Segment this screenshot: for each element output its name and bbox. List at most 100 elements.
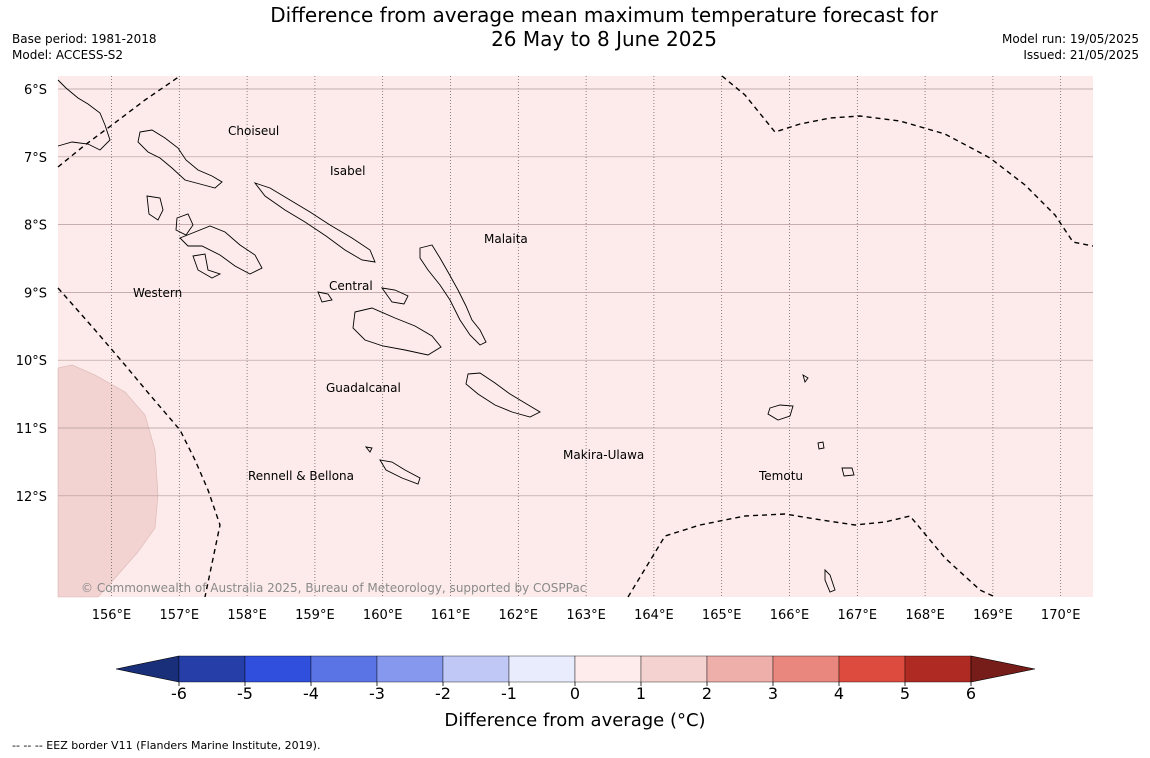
region-label-makira-ulawa: Makira-Ulawa [563, 448, 644, 462]
colorbar-segment [310, 655, 378, 683]
island-bougainville [57, 79, 111, 151]
region-label-guadalcanal: Guadalcanal [326, 381, 401, 395]
colorbar-label: Difference from average (°C) [444, 710, 706, 731]
base-period: Base period: 1981-2018 [12, 32, 157, 46]
colorbar-tick-label: 0 [570, 684, 580, 703]
eez-footnote: -- -- -- EEZ border V11 (Flanders Marine… [12, 739, 321, 752]
colorbar-tick-label: 5 [900, 684, 910, 703]
longitude-tick-label: 158°E [227, 608, 267, 623]
island-makira [465, 372, 541, 418]
island-new-georgia [179, 225, 263, 275]
colorbar: -6 -5 -4 -3 -2 -1 0 1 2 3 4 5 6 [115, 655, 1036, 703]
colorbar-segment [574, 655, 642, 683]
colorbar-segment [244, 655, 312, 683]
island-guadalcanal [352, 307, 442, 356]
title-line-2: 26 May to 8 June 2025 [491, 27, 717, 51]
colorbar-tick-label: 3 [768, 684, 778, 703]
island-santa-cruz [767, 404, 794, 421]
region-label-malaita: Malaita [484, 232, 528, 246]
colorbar-tick-label: -3 [369, 684, 385, 703]
longitude-tick-label: 166°E [770, 608, 810, 623]
longitude-tick-label: 156°E [92, 608, 132, 623]
eez-borders [57, 75, 1094, 598]
island-vella-lavella [146, 195, 164, 221]
colorbar-segment [772, 655, 840, 683]
colorbar-tick-label: 6 [966, 684, 976, 703]
longitude-tick-label: 167°E [838, 608, 878, 623]
longitude-tick-label: 160°E [363, 608, 403, 623]
island-tikopia [824, 568, 836, 593]
warm-anomaly-patch [57, 364, 159, 598]
copyright-text: © Commonwealth of Australia 2025, Bureau… [81, 581, 586, 595]
colorbar-segment [640, 655, 708, 683]
map-title: Difference from average mean maximum tem… [0, 3, 1150, 51]
coastlines [57, 79, 855, 593]
colorbar-tick-label: 2 [702, 684, 712, 703]
meta-right: Model run: 19/05/2025 Issued: 21/05/2025 [1002, 31, 1139, 63]
model-name: Model: ACCESS-S2 [12, 48, 124, 62]
colorbar-segment [442, 655, 510, 683]
latitude-tick-label: 6°S [24, 83, 47, 98]
map: 6°S 7°S 8°S 9°S 10°S 11°S 12°S 156°E 157°E 158°E… [16, 75, 1094, 623]
map-background [58, 76, 1093, 597]
longitude-tick-label: 165°E [702, 608, 742, 623]
latitude-tick-label: 9°S [24, 286, 47, 301]
island-vanikoro [841, 467, 855, 477]
colorbar-segment [904, 655, 972, 683]
longitude-tick-label: 170°E [1041, 608, 1081, 623]
island-utupua [817, 441, 825, 450]
region-label-choiseul: Choiseul [228, 124, 279, 138]
longitude-tick-label: 161°E [431, 608, 471, 623]
island-choiseul [137, 129, 223, 189]
region-label-central: Central [329, 279, 373, 293]
colorbar-tick-label: -5 [237, 684, 253, 703]
title-line-1: Difference from average mean maximum tem… [270, 3, 938, 27]
longitude-tick-label: 169°E [973, 608, 1013, 623]
latitude-labels: 6°S 7°S 8°S 9°S 10°S 11°S 12°S [16, 83, 47, 505]
longitude-tick-label: 163°E [566, 608, 606, 623]
longitude-tick-label: 162°E [499, 608, 539, 623]
colorbar-segment [178, 655, 246, 683]
colorbar-over-arrow [970, 655, 1036, 683]
latitude-tick-label: 7°S [24, 151, 47, 166]
colorbar-tick-label: -2 [435, 684, 451, 703]
latitude-tick-label: 10°S [16, 354, 47, 369]
island-malaita [419, 244, 487, 346]
colorbar-segment [508, 655, 576, 683]
colorbar-under-arrow [115, 655, 180, 683]
colorbar-segment [706, 655, 774, 683]
longitude-tick-label: 159°E [295, 608, 335, 623]
model-run: Model run: 19/05/2025 [1001, 32, 1139, 46]
region-label-western: Western [133, 286, 182, 300]
island-kolombangara [175, 213, 194, 236]
colorbar-tick-label: 1 [636, 684, 646, 703]
colorbar-segment [376, 655, 444, 683]
colorbar-group: -6 -5 -4 -3 -2 -1 0 1 2 3 4 5 6 [115, 655, 1036, 703]
colorbar-tick-label: -6 [171, 684, 187, 703]
region-labels: Choiseul Isabel Malaita Western Central … [133, 124, 803, 483]
longitude-tick-label: 164°E [634, 608, 674, 623]
map-frame [57, 76, 1093, 598]
longitude-labels: 156°E 157°E 158°E 159°E 160°E 161°E 162°E 163°E… [92, 608, 1081, 623]
latitude-tick-label: 12°S [16, 490, 47, 505]
latitude-tick-label: 8°S [24, 219, 47, 234]
longitude-tick-label: 157°E [160, 608, 200, 623]
colorbar-tick-label: -1 [501, 684, 517, 703]
eez-border-south [627, 513, 996, 598]
region-label-rennell-bellona: Rennell & Bellona [248, 469, 354, 483]
colorbar-tick-label: -4 [303, 684, 319, 703]
island-russell [317, 291, 333, 303]
island-florida [381, 287, 409, 305]
issued-date: Issued: 21/05/2025 [1023, 48, 1139, 62]
colorbar-tick-label: 4 [834, 684, 844, 703]
region-label-isabel: Isabel [330, 164, 365, 178]
meta-left: Base period: 1981-2018 Model: ACCESS-S2 [12, 31, 157, 63]
region-label-temotu: Temotu [758, 469, 803, 483]
eez-border-north-east [721, 75, 1094, 247]
island-santa-isabel [253, 182, 376, 263]
colorbar-segment [838, 655, 906, 683]
latitude-tick-label: 11°S [16, 422, 47, 437]
island-rennell [379, 459, 421, 485]
island-rendova [192, 253, 222, 279]
graticule [58, 76, 1093, 597]
